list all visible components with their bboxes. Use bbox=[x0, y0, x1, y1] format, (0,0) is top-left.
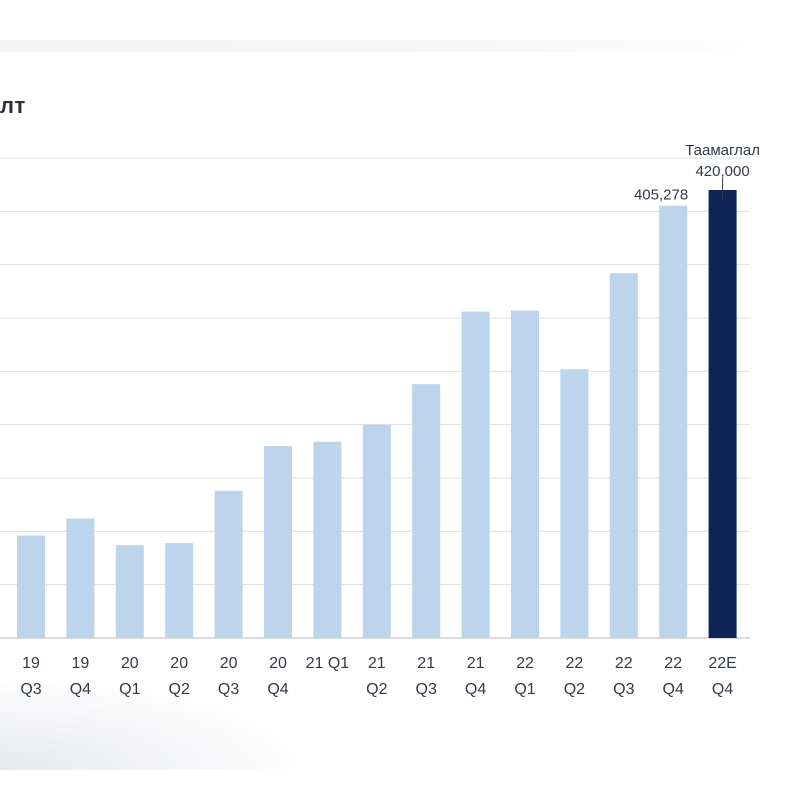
x-tick-label: Q4 bbox=[712, 681, 733, 698]
bar bbox=[17, 535, 45, 638]
chart-title: лт bbox=[0, 93, 26, 118]
bar bbox=[313, 441, 342, 638]
bar bbox=[659, 205, 688, 638]
bar bbox=[362, 424, 391, 638]
x-tick-label: 21 Q1 bbox=[306, 655, 350, 672]
x-tick-label: 20 bbox=[220, 655, 238, 672]
bar bbox=[66, 518, 95, 638]
x-tick-label: Q1 bbox=[514, 681, 535, 698]
background-shade bbox=[0, 680, 300, 770]
x-tick-label: 21 bbox=[417, 655, 435, 672]
data-label: 405,278 bbox=[634, 187, 688, 204]
background-band bbox=[0, 40, 800, 52]
x-tick-label: 19 bbox=[72, 655, 90, 672]
x-tick-label: Q4 bbox=[267, 681, 288, 698]
x-tick-label: 20 bbox=[269, 655, 287, 672]
x-tick-label: Q3 bbox=[416, 681, 437, 698]
x-tick-label: Q3 bbox=[218, 681, 239, 698]
x-tick-label: 22 bbox=[566, 655, 584, 672]
data-label: 420,000 bbox=[695, 163, 749, 180]
bar bbox=[264, 446, 292, 638]
bar bbox=[609, 273, 638, 638]
x-tick-label: Q1 bbox=[119, 681, 140, 698]
bar bbox=[412, 384, 441, 638]
x-tick-label: Q3 bbox=[20, 681, 41, 698]
x-tick-label: Q4 bbox=[70, 681, 91, 698]
x-tick-label: Q4 bbox=[465, 681, 486, 698]
x-tick-label: 22 bbox=[516, 655, 534, 672]
bar bbox=[560, 369, 589, 638]
bar bbox=[165, 543, 194, 638]
x-tick-label: Q3 bbox=[613, 681, 634, 698]
x-tick-label: 19 bbox=[22, 655, 40, 672]
bar bbox=[511, 310, 539, 638]
x-tick-label: Q2 bbox=[564, 681, 585, 698]
x-tick-label: 22 bbox=[615, 655, 633, 672]
forecast-caption: Таамаглал bbox=[685, 142, 760, 159]
bar bbox=[214, 490, 243, 638]
x-tick-label: 22 bbox=[664, 655, 682, 672]
x-tick-label: Q4 bbox=[663, 681, 684, 698]
x-tick-label: Q2 bbox=[366, 681, 387, 698]
x-tick-label: Q2 bbox=[169, 681, 190, 698]
bar-forecast bbox=[708, 190, 737, 638]
bar bbox=[461, 311, 490, 638]
x-tick-label: 21 bbox=[368, 655, 386, 672]
x-tick-label: 20 bbox=[170, 655, 188, 672]
x-tick-label: 21 bbox=[467, 655, 485, 672]
x-tick-label: 22E bbox=[708, 655, 736, 672]
x-tick-label: 20 bbox=[121, 655, 139, 672]
bar bbox=[115, 545, 144, 638]
